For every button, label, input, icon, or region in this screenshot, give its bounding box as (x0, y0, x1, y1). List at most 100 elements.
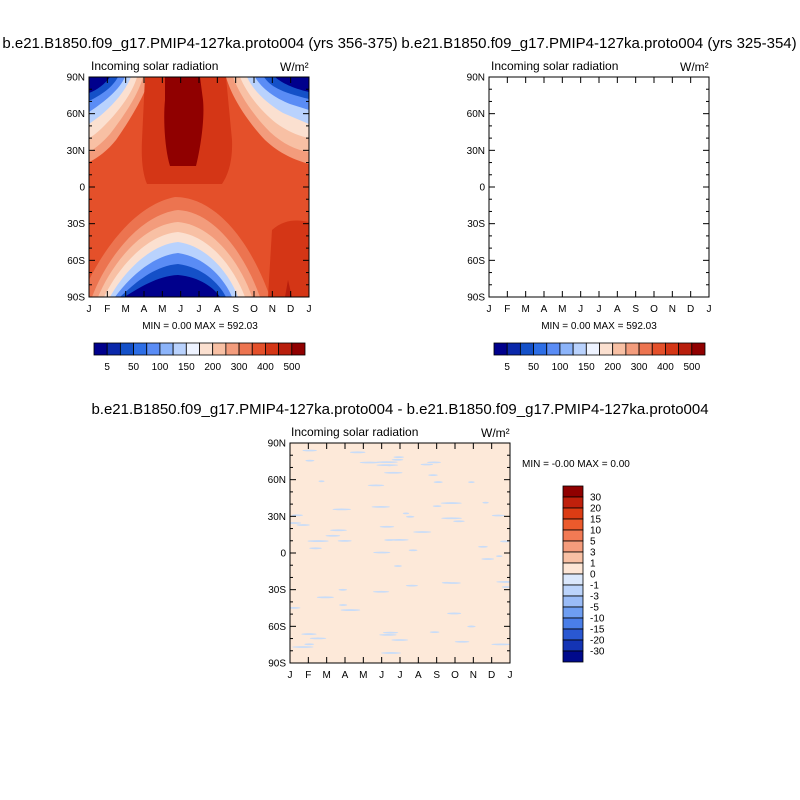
x-tick-label: M (521, 304, 529, 315)
colorbar-swatch (562, 628, 584, 641)
speckle (432, 505, 442, 507)
speckle (428, 474, 438, 477)
colorbar-swatch (585, 342, 600, 356)
x-tick-label: J (707, 304, 712, 315)
colorbar-label: -10 (590, 614, 605, 625)
y-tick-label: 60S (467, 256, 485, 267)
y-tick-label: 90S (467, 293, 485, 304)
contour-band (510, 242, 638, 297)
speckle (420, 463, 434, 466)
colorbar-label: -15 (590, 625, 605, 636)
colorbar-label: -20 (590, 636, 605, 647)
colorbar-swatch (562, 529, 584, 542)
x-tick-label: M (322, 670, 330, 681)
speckle (447, 612, 462, 615)
colorbar-swatch (265, 342, 280, 356)
speckle (371, 505, 390, 508)
colorbar-swatch (678, 342, 693, 356)
colorbar-swatch (599, 342, 614, 356)
colorbar: 5 50 100 150 200 300 400 500 (93, 342, 306, 373)
colorbar-swatch (146, 342, 161, 356)
colorbar-label: 300 (231, 362, 248, 373)
y-tick-label: 90S (268, 659, 286, 670)
speckle (384, 539, 395, 541)
speckle (376, 464, 399, 467)
colorbar-swatch (651, 342, 666, 356)
speckle (376, 461, 398, 464)
speckle (359, 461, 380, 464)
colorbar-swatch (238, 342, 253, 356)
speckle (367, 484, 385, 487)
insolation-field (89, 77, 309, 297)
contour-band (268, 220, 309, 297)
speckle (379, 633, 397, 636)
colorbar-swatch (533, 342, 548, 356)
colorbar-swatch (119, 342, 134, 356)
x-tick-label: J (379, 670, 384, 681)
speckle (427, 461, 441, 464)
speckle (290, 606, 301, 609)
contour-band (675, 77, 709, 92)
colorbar-swatch (278, 342, 293, 356)
x-tick-label: F (504, 304, 510, 315)
contour-band (542, 77, 632, 184)
x-tick-label: A (214, 304, 221, 315)
colorbar-label: 500 (283, 362, 300, 373)
colorbar-swatch (172, 342, 187, 356)
speckle (405, 515, 415, 518)
colorbar-swatch (506, 342, 521, 356)
chart-title: b.e21.B1850.f09_g17.PMIP4-127ka.proto004… (91, 401, 708, 418)
contour-band (564, 77, 603, 166)
y-tick-label: 0 (280, 549, 286, 560)
units-label: W/m² (280, 60, 309, 74)
x-tick-label: J (487, 304, 492, 315)
colorbar-swatch (562, 617, 584, 630)
contour-band (664, 77, 709, 99)
colorbar-swatch (519, 342, 534, 356)
speckle (402, 512, 410, 515)
colorbar-label: -1 (590, 581, 599, 592)
x-tick-label: J (197, 304, 202, 315)
colorbar-swatch (562, 584, 584, 597)
x-tick-label: D (488, 670, 495, 681)
colorbar-swatch (691, 342, 706, 356)
contour-band (164, 77, 204, 166)
x-tick-label: A (141, 304, 148, 315)
speckle (329, 529, 347, 532)
x-tick-label: F (305, 670, 311, 681)
speckle (454, 640, 470, 643)
colorbar-swatch (225, 342, 240, 356)
colorbar: 5 50 100 150 200 300 400 500 (493, 342, 706, 373)
x-tick-label: J (307, 304, 312, 315)
speckle (482, 501, 489, 504)
speckle (433, 481, 443, 483)
chart-panel-difference: b.e21.B1850.f09_g17.PMIP4-127ka.proto004… (91, 401, 708, 681)
speckle (491, 643, 510, 646)
speckle (478, 545, 488, 548)
colorbar-label: 10 (590, 526, 602, 537)
x-tick-label: S (433, 670, 440, 681)
colorbar-swatch (625, 342, 640, 356)
speckle (380, 652, 402, 654)
speckle (338, 588, 348, 591)
chart-panel-left: b.e21.B1850.f09_g17.PMIP4-127ka.proto004… (2, 35, 397, 373)
colorbar-label: 50 (528, 362, 540, 373)
speckle (383, 471, 403, 474)
speckle (291, 514, 304, 517)
speckle (337, 539, 352, 542)
x-tick-label: N (269, 304, 276, 315)
contour-band (504, 232, 645, 297)
colorbar-label: 15 (590, 515, 602, 526)
speckle (429, 631, 440, 633)
x-tick-label: S (232, 304, 239, 315)
speckle (501, 586, 510, 588)
colorbar-swatch (546, 342, 561, 356)
x-tick-label: J (288, 670, 293, 681)
colorbar-swatch (493, 342, 508, 356)
colorbar-swatch (159, 342, 174, 356)
speckle (495, 555, 503, 557)
contour-band (515, 253, 632, 297)
